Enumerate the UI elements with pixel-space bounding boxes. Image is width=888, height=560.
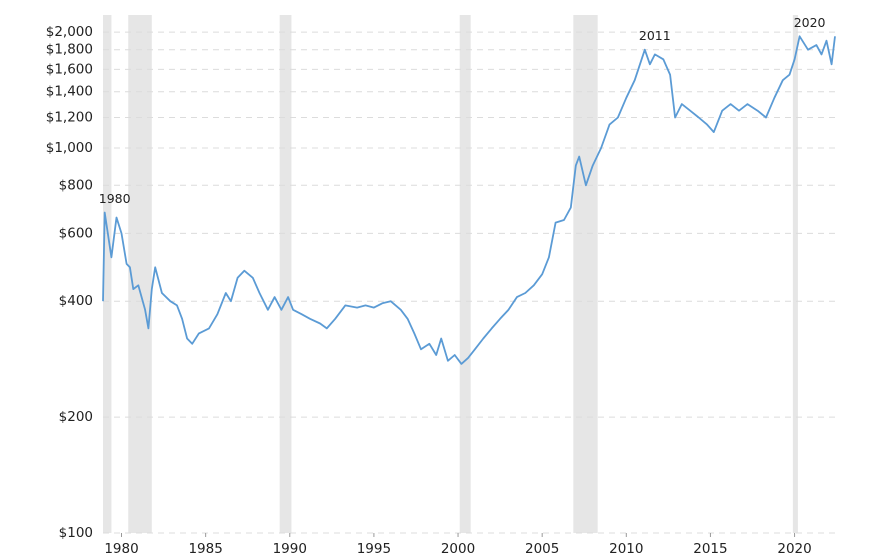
x-tick-label: 2015 <box>693 541 727 557</box>
y-tick-label: $1,800 <box>46 42 93 58</box>
recession-band <box>279 15 292 533</box>
recession-band <box>792 15 798 533</box>
annotation: 2011 <box>639 28 671 43</box>
y-tick-label: $400 <box>59 293 93 309</box>
recession-band <box>103 15 112 533</box>
x-tick-label: 1995 <box>357 541 391 557</box>
x-tick-label: 2010 <box>609 541 643 557</box>
x-tick-label: 1980 <box>104 541 138 557</box>
x-tick-label: 1985 <box>188 541 222 557</box>
y-tick-label: $100 <box>59 525 93 541</box>
y-tick-label: $1,400 <box>46 84 93 100</box>
y-tick-label: $200 <box>59 409 93 425</box>
recession-band <box>573 15 598 533</box>
x-tick-label: 2020 <box>777 541 811 557</box>
y-tick-label: $1,200 <box>46 110 93 126</box>
recession-band <box>128 15 152 533</box>
annotation: 2020 <box>794 15 826 30</box>
x-tick-label: 2000 <box>441 541 475 557</box>
y-tick-label: $600 <box>59 225 93 241</box>
y-tick-label: $1,600 <box>46 61 93 77</box>
recession-band <box>459 15 471 533</box>
annotation: 1980 <box>99 191 131 206</box>
x-tick-label: 1990 <box>273 541 307 557</box>
x-tick-label: 2005 <box>525 541 559 557</box>
y-tick-label: $2,000 <box>46 24 93 40</box>
y-tick-label: $1,000 <box>46 140 93 156</box>
price-line <box>102 35 836 365</box>
y-tick-label: $800 <box>59 177 93 193</box>
